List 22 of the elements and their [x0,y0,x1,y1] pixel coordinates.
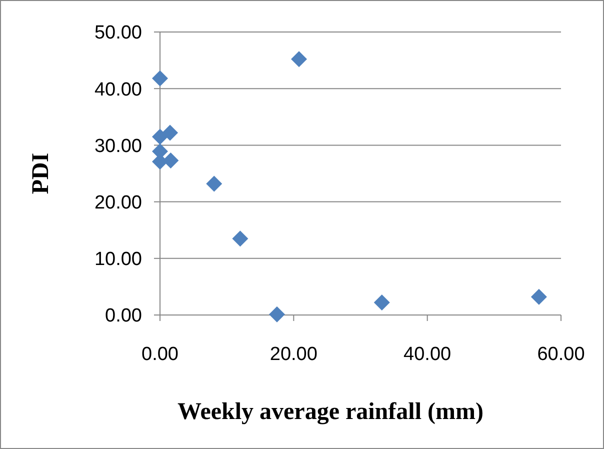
y-axis-title: PDI [28,152,54,194]
point [291,51,308,68]
x-tick-label: 20.00 [270,344,318,365]
point [268,306,285,322]
x-axis-title: Weekly average rainfall (mm) [178,399,484,425]
y-tick-label: 40.00 [94,79,142,100]
point [152,70,168,86]
x-tick-label: 60.00 [537,344,585,365]
y-tick-label: 50.00 [94,22,142,44]
point [374,294,390,311]
point [232,230,248,247]
x-tick-label: 40.00 [404,344,452,365]
y-tick-label: 10.00 [94,249,142,270]
point [530,288,547,305]
point [206,176,222,192]
y-tick-label: 30.00 [94,136,142,157]
point [162,124,178,141]
point [162,152,179,168]
x-tick-label: 0.00 [142,344,178,365]
y-tick-label: 0.00 [105,306,142,327]
point [152,128,168,145]
y-tick-label: 20.00 [94,192,142,214]
